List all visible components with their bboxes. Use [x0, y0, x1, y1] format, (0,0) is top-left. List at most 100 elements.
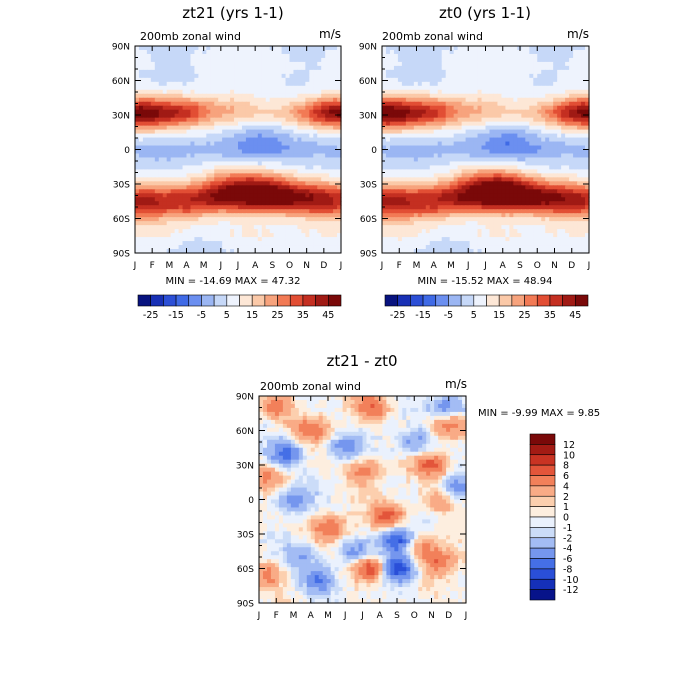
heatmap-cell — [549, 141, 554, 147]
heatmap-cell — [397, 185, 403, 190]
heatmap-cell — [245, 113, 251, 119]
heatmap-cell — [461, 133, 467, 139]
heatmap-cell — [549, 101, 554, 107]
heatmap-cell — [329, 149, 334, 155]
heatmap-cell — [166, 161, 172, 167]
heatmap-cell — [317, 177, 322, 182]
heatmap-cell — [565, 85, 570, 91]
heatmap-cell — [529, 149, 534, 155]
heatmap-cell — [166, 189, 172, 194]
heatmap-cell — [222, 149, 227, 155]
heatmap-cell — [281, 229, 287, 234]
heatmap-cell — [501, 197, 506, 202]
heatmap-cell — [285, 197, 291, 202]
heatmap-cell — [293, 69, 299, 75]
heatmap-cell — [321, 213, 326, 218]
heatmap-cell — [417, 46, 423, 51]
heatmap-cell — [198, 205, 203, 210]
heatmap-cell — [238, 57, 243, 63]
heatmap-cell — [513, 93, 518, 99]
heatmap-cell — [397, 49, 403, 55]
heatmap-cell — [138, 233, 144, 238]
heatmap-cell — [321, 209, 326, 214]
heatmap-cell — [293, 229, 299, 234]
heatmap-cell — [497, 113, 503, 119]
heatmap-cell — [182, 161, 188, 167]
heatmap-cell — [194, 53, 199, 59]
heatmap-cell — [158, 173, 164, 178]
heatmap-cell — [497, 85, 503, 91]
heatmap-cell — [194, 113, 199, 119]
heatmap-cell — [206, 165, 211, 170]
heatmap-cell — [485, 141, 491, 147]
heatmap-cell — [226, 237, 231, 242]
heatmap-cell — [385, 169, 391, 174]
heatmap-cell — [241, 85, 247, 91]
heatmap-cell — [265, 121, 271, 127]
heatmap-cell — [222, 221, 227, 226]
heatmap-cell — [469, 49, 475, 55]
heatmap-cell — [309, 213, 314, 218]
heatmap-cell — [509, 121, 514, 127]
heatmap-cell — [190, 117, 196, 123]
y-tick-label: 90S — [113, 250, 130, 260]
heatmap-cell — [301, 101, 306, 107]
heatmap-cell — [273, 85, 279, 91]
heatmap-cell — [389, 109, 395, 115]
heatmap-cell — [541, 205, 546, 210]
heatmap-cell — [166, 81, 172, 87]
heatmap-cell — [162, 153, 168, 159]
heatmap-cell — [461, 57, 467, 63]
heatmap-cell — [249, 229, 255, 234]
heatmap-cell — [170, 245, 176, 250]
heatmap-cell — [281, 121, 287, 127]
heatmap-cell — [190, 73, 196, 79]
heatmap-cell — [138, 165, 144, 170]
heatmap-cell — [445, 125, 451, 131]
heatmap-cell — [210, 117, 215, 123]
heatmap-cell — [541, 209, 546, 214]
heatmap-cell — [261, 49, 267, 55]
heatmap-cell — [397, 85, 403, 91]
heatmap-cell — [210, 53, 215, 59]
heatmap-cell — [238, 101, 243, 107]
heatmap-cell — [226, 49, 231, 55]
heatmap-cell — [230, 185, 235, 190]
heatmap-cell — [461, 69, 467, 75]
heatmap-cell — [545, 181, 550, 186]
heatmap-cell — [505, 141, 510, 147]
heatmap-cell — [142, 117, 148, 123]
heatmap-cell — [218, 141, 223, 147]
heatmap-cell — [317, 129, 322, 135]
heatmap-cell — [429, 177, 435, 182]
heatmap-cell — [234, 65, 239, 71]
heatmap-cell — [146, 165, 152, 170]
heatmap-cell — [214, 185, 219, 190]
heatmap-cell — [413, 141, 419, 147]
heatmap-cell — [565, 177, 570, 182]
heatmap-cell — [385, 129, 391, 135]
heatmap-cell — [285, 46, 291, 51]
heatmap-cell — [473, 69, 479, 75]
heatmap-cell — [285, 113, 291, 119]
heatmap-cell — [389, 205, 395, 210]
heatmap-cell — [585, 201, 590, 206]
heatmap-cell — [549, 69, 554, 75]
heatmap-cell — [453, 177, 459, 182]
heatmap-cell — [461, 165, 467, 170]
heatmap-cell — [461, 173, 467, 178]
heatmap-cell — [178, 217, 184, 222]
heatmap-cell — [401, 201, 407, 206]
heatmap-cell — [493, 49, 499, 55]
heatmap-cell — [158, 117, 164, 123]
heatmap-cell — [234, 113, 239, 119]
heatmap-cell — [142, 149, 148, 155]
colorbar-swatch — [163, 294, 177, 307]
heatmap-cell — [194, 205, 199, 210]
heatmap-cell — [449, 165, 455, 170]
heatmap-cell — [473, 165, 479, 170]
heatmap-cell — [166, 237, 172, 242]
heatmap-cell — [230, 193, 235, 198]
heatmap-cell — [421, 145, 427, 151]
heatmap-cell — [449, 57, 455, 63]
